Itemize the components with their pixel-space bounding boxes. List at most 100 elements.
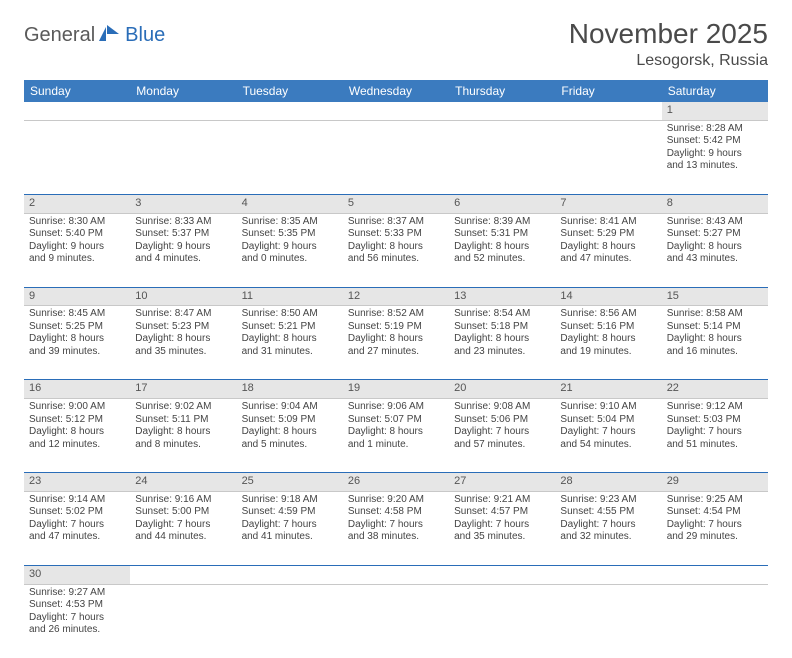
day-content-row: Sunrise: 9:14 AMSunset: 5:02 PMDaylight:… bbox=[24, 491, 768, 565]
day1-text: Daylight: 8 hours bbox=[135, 333, 231, 346]
day-cell: Sunrise: 8:33 AMSunset: 5:37 PMDaylight:… bbox=[130, 213, 236, 287]
day-number-cell: 22 bbox=[662, 380, 768, 399]
sunrise-text: Sunrise: 8:41 AM bbox=[560, 216, 656, 229]
day-cell: Sunrise: 9:25 AMSunset: 4:54 PMDaylight:… bbox=[662, 491, 768, 565]
day2-text: and 52 minutes. bbox=[454, 253, 550, 266]
weekday-header: Friday bbox=[555, 80, 661, 102]
day1-text: Daylight: 8 hours bbox=[29, 426, 125, 439]
day-number-cell: 13 bbox=[449, 287, 555, 306]
day2-text: and 43 minutes. bbox=[667, 253, 763, 266]
sunset-text: Sunset: 5:31 PM bbox=[454, 228, 550, 241]
day1-text: Daylight: 7 hours bbox=[454, 519, 550, 532]
day1-text: Daylight: 9 hours bbox=[29, 241, 125, 254]
day-cell: Sunrise: 8:58 AMSunset: 5:14 PMDaylight:… bbox=[662, 306, 768, 380]
day1-text: Daylight: 8 hours bbox=[348, 241, 444, 254]
day1-text: Daylight: 8 hours bbox=[348, 333, 444, 346]
sunset-text: Sunset: 5:42 PM bbox=[667, 135, 763, 148]
day-number-cell: 2 bbox=[24, 194, 130, 213]
day-number-cell bbox=[662, 565, 768, 584]
day-cell: Sunrise: 9:27 AMSunset: 4:53 PMDaylight:… bbox=[24, 584, 130, 658]
day-number-cell: 21 bbox=[555, 380, 661, 399]
day1-text: Daylight: 8 hours bbox=[667, 241, 763, 254]
day-cell bbox=[449, 584, 555, 658]
page-header: General Blue November 2025 Lesogorsk, Ru… bbox=[24, 18, 768, 70]
day-cell: Sunrise: 9:14 AMSunset: 5:02 PMDaylight:… bbox=[24, 491, 130, 565]
day2-text: and 13 minutes. bbox=[667, 160, 763, 173]
sunset-text: Sunset: 4:59 PM bbox=[242, 506, 338, 519]
weekday-header: Sunday bbox=[24, 80, 130, 102]
day-cell bbox=[662, 584, 768, 658]
day1-text: Daylight: 8 hours bbox=[348, 426, 444, 439]
day2-text: and 35 minutes. bbox=[135, 346, 231, 359]
sunrise-text: Sunrise: 8:56 AM bbox=[560, 308, 656, 321]
day2-text: and 0 minutes. bbox=[242, 253, 338, 266]
day-number-cell: 24 bbox=[130, 473, 236, 492]
day-cell: Sunrise: 9:23 AMSunset: 4:55 PMDaylight:… bbox=[555, 491, 661, 565]
day-cell bbox=[130, 584, 236, 658]
day1-text: Daylight: 7 hours bbox=[454, 426, 550, 439]
day-number-cell bbox=[237, 102, 343, 120]
sunrise-text: Sunrise: 9:08 AM bbox=[454, 401, 550, 414]
day-cell: Sunrise: 9:10 AMSunset: 5:04 PMDaylight:… bbox=[555, 399, 661, 473]
day-cell bbox=[343, 584, 449, 658]
sunrise-text: Sunrise: 8:47 AM bbox=[135, 308, 231, 321]
day2-text: and 27 minutes. bbox=[348, 346, 444, 359]
sunset-text: Sunset: 5:27 PM bbox=[667, 228, 763, 241]
sunrise-text: Sunrise: 9:00 AM bbox=[29, 401, 125, 414]
day2-text: and 31 minutes. bbox=[242, 346, 338, 359]
day2-text: and 51 minutes. bbox=[667, 439, 763, 452]
day-cell: Sunrise: 8:56 AMSunset: 5:16 PMDaylight:… bbox=[555, 306, 661, 380]
sunset-text: Sunset: 5:21 PM bbox=[242, 321, 338, 334]
day-content-row: Sunrise: 8:45 AMSunset: 5:25 PMDaylight:… bbox=[24, 306, 768, 380]
day-cell: Sunrise: 8:54 AMSunset: 5:18 PMDaylight:… bbox=[449, 306, 555, 380]
day2-text: and 1 minute. bbox=[348, 439, 444, 452]
day-cell: Sunrise: 9:16 AMSunset: 5:00 PMDaylight:… bbox=[130, 491, 236, 565]
day-number-row: 23242526272829 bbox=[24, 473, 768, 492]
day-number-cell: 16 bbox=[24, 380, 130, 399]
sunrise-text: Sunrise: 9:27 AM bbox=[29, 587, 125, 600]
sunrise-text: Sunrise: 8:58 AM bbox=[667, 308, 763, 321]
sunrise-text: Sunrise: 9:06 AM bbox=[348, 401, 444, 414]
sunset-text: Sunset: 5:00 PM bbox=[135, 506, 231, 519]
weekday-header-row: Sunday Monday Tuesday Wednesday Thursday… bbox=[24, 80, 768, 102]
sunset-text: Sunset: 5:14 PM bbox=[667, 321, 763, 334]
day-cell: Sunrise: 9:12 AMSunset: 5:03 PMDaylight:… bbox=[662, 399, 768, 473]
day-number-row: 30 bbox=[24, 565, 768, 584]
sunset-text: Sunset: 5:09 PM bbox=[242, 414, 338, 427]
day-number-cell: 10 bbox=[130, 287, 236, 306]
sunset-text: Sunset: 4:57 PM bbox=[454, 506, 550, 519]
month-title: November 2025 bbox=[569, 18, 768, 50]
day-number-cell: 1 bbox=[662, 102, 768, 120]
day-cell: Sunrise: 8:39 AMSunset: 5:31 PMDaylight:… bbox=[449, 213, 555, 287]
day-number-cell bbox=[555, 102, 661, 120]
day-number-cell bbox=[449, 565, 555, 584]
sunset-text: Sunset: 5:03 PM bbox=[667, 414, 763, 427]
day2-text: and 38 minutes. bbox=[348, 531, 444, 544]
day-number-cell: 26 bbox=[343, 473, 449, 492]
sunrise-text: Sunrise: 8:43 AM bbox=[667, 216, 763, 229]
day-number-cell: 23 bbox=[24, 473, 130, 492]
sunset-text: Sunset: 5:23 PM bbox=[135, 321, 231, 334]
sunrise-text: Sunrise: 9:12 AM bbox=[667, 401, 763, 414]
day-cell bbox=[24, 120, 130, 194]
day-number-cell: 4 bbox=[237, 194, 343, 213]
day1-text: Daylight: 9 hours bbox=[242, 241, 338, 254]
day1-text: Daylight: 9 hours bbox=[667, 148, 763, 161]
sunrise-text: Sunrise: 8:30 AM bbox=[29, 216, 125, 229]
day-number-cell: 3 bbox=[130, 194, 236, 213]
day-cell: Sunrise: 8:35 AMSunset: 5:35 PMDaylight:… bbox=[237, 213, 343, 287]
day-number-cell: 20 bbox=[449, 380, 555, 399]
sunset-text: Sunset: 5:07 PM bbox=[348, 414, 444, 427]
sunrise-text: Sunrise: 9:20 AM bbox=[348, 494, 444, 507]
day2-text: and 39 minutes. bbox=[29, 346, 125, 359]
location-label: Lesogorsk, Russia bbox=[569, 52, 768, 70]
day2-text: and 56 minutes. bbox=[348, 253, 444, 266]
day1-text: Daylight: 8 hours bbox=[454, 241, 550, 254]
day-number-cell: 15 bbox=[662, 287, 768, 306]
day1-text: Daylight: 8 hours bbox=[242, 333, 338, 346]
sunset-text: Sunset: 5:16 PM bbox=[560, 321, 656, 334]
day-number-cell: 8 bbox=[662, 194, 768, 213]
day-number-cell bbox=[449, 102, 555, 120]
title-block: November 2025 Lesogorsk, Russia bbox=[569, 18, 768, 70]
sunrise-text: Sunrise: 9:25 AM bbox=[667, 494, 763, 507]
